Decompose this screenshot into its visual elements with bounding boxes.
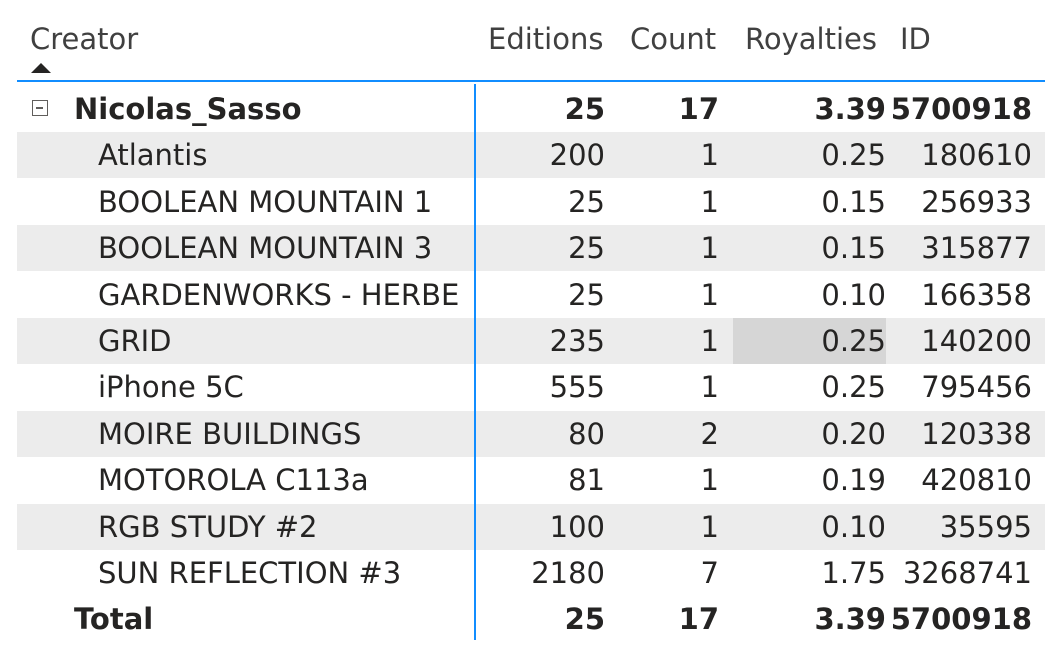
group-row[interactable]: Nicolas_Sasso 25 17 3.39 5700918 xyxy=(17,86,1045,132)
row-royalties: 0.19 xyxy=(821,463,886,497)
group-royalties: 3.39 xyxy=(814,92,886,126)
table-row[interactable]: BOOLEAN MOUNTAIN 1 25 1 0.15 256933 xyxy=(17,179,1045,225)
row-royalties: 0.25 xyxy=(821,138,886,172)
table-row[interactable]: BOOLEAN MOUNTAIN 3 25 1 0.15 315877 xyxy=(17,225,1045,271)
row-editions: 2180 xyxy=(531,556,605,590)
row-count: 1 xyxy=(700,510,719,544)
total-royalties: 3.39 xyxy=(814,602,886,636)
total-id: 5700918 xyxy=(890,602,1032,636)
row-id: 35595 xyxy=(939,510,1032,544)
group-name: Nicolas_Sasso xyxy=(74,92,302,126)
row-editions: 235 xyxy=(549,324,605,358)
row-id: 166358 xyxy=(921,278,1032,312)
row-royalties: 0.10 xyxy=(821,278,886,312)
table-row[interactable]: RGB STUDY #2 100 1 0.10 35595 xyxy=(17,504,1045,550)
row-id: 3268741 xyxy=(902,556,1032,590)
row-royalties[interactable]: 0.25 xyxy=(821,324,886,358)
table-row[interactable]: GRID 235 1 0.25 140200 xyxy=(17,318,1045,364)
row-count: 1 xyxy=(700,231,719,265)
table-row[interactable]: MOIRE BUILDINGS 80 2 0.20 120338 xyxy=(17,411,1045,457)
row-royalties: 0.25 xyxy=(821,370,886,404)
row-id: 256933 xyxy=(921,185,1032,219)
row-id: 795456 xyxy=(921,370,1032,404)
table-row[interactable]: MOTOROLA C113a 81 1 0.19 420810 xyxy=(17,457,1045,503)
sort-ascending-icon[interactable] xyxy=(31,63,51,73)
row-id: 140200 xyxy=(921,324,1032,358)
row-editions: 25 xyxy=(568,231,605,265)
total-label: Total xyxy=(74,602,154,636)
table-row[interactable]: Atlantis 200 1 0.25 180610 xyxy=(17,132,1045,178)
selected-cell-highlight xyxy=(733,318,886,364)
row-count: 1 xyxy=(700,324,719,358)
row-count: 1 xyxy=(700,185,719,219)
row-header-divider xyxy=(474,84,476,640)
row-name: RGB STUDY #2 xyxy=(98,510,318,544)
row-editions: 200 xyxy=(549,138,605,172)
row-editions: 555 xyxy=(549,370,605,404)
total-count: 17 xyxy=(678,602,719,636)
table-row[interactable]: SUN REFLECTION #3 2180 7 1.75 3268741 xyxy=(17,550,1045,596)
row-name: SUN REFLECTION #3 xyxy=(98,556,402,590)
total-row: Total 25 17 3.39 5700918 xyxy=(17,596,1045,642)
column-header-row: Creator Editions Count Royalties ID xyxy=(17,0,1045,82)
group-id: 5700918 xyxy=(890,92,1032,126)
row-count: 7 xyxy=(700,556,719,590)
row-count: 1 xyxy=(700,278,719,312)
column-header-id[interactable]: ID xyxy=(900,22,931,56)
row-editions: 25 xyxy=(568,185,605,219)
group-count: 17 xyxy=(678,92,719,126)
group-editions: 25 xyxy=(564,92,605,126)
column-header-editions[interactable]: Editions xyxy=(488,22,604,56)
row-name: iPhone 5C xyxy=(98,370,244,404)
row-count: 1 xyxy=(700,463,719,497)
table-row[interactable]: GARDENWORKS - HERBE 25 1 0.10 166358 xyxy=(17,272,1045,318)
column-header-creator[interactable]: Creator xyxy=(30,22,139,56)
row-editions: 81 xyxy=(568,463,605,497)
row-royalties: 0.20 xyxy=(821,417,886,451)
column-header-royalties[interactable]: Royalties xyxy=(745,22,877,56)
row-count: 1 xyxy=(700,370,719,404)
row-name: MOIRE BUILDINGS xyxy=(98,417,362,451)
row-editions: 25 xyxy=(568,278,605,312)
column-header-count[interactable]: Count xyxy=(630,22,717,56)
row-royalties: 1.75 xyxy=(821,556,886,590)
row-id: 315877 xyxy=(921,231,1032,265)
row-name: MOTOROLA C113a xyxy=(98,463,369,497)
row-count: 1 xyxy=(700,138,719,172)
row-count: 2 xyxy=(700,417,719,451)
row-name: BOOLEAN MOUNTAIN 3 xyxy=(98,231,433,265)
row-royalties: 0.15 xyxy=(821,231,886,265)
table-row[interactable]: iPhone 5C 555 1 0.25 795456 xyxy=(17,364,1045,410)
row-name: GARDENWORKS - HERBE xyxy=(98,278,460,312)
collapse-icon[interactable] xyxy=(32,100,48,116)
total-editions: 25 xyxy=(564,602,605,636)
row-editions: 100 xyxy=(549,510,605,544)
row-id: 420810 xyxy=(921,463,1032,497)
row-id: 120338 xyxy=(921,417,1032,451)
row-name: Atlantis xyxy=(98,138,208,172)
row-royalties: 0.10 xyxy=(821,510,886,544)
row-editions: 80 xyxy=(568,417,605,451)
row-id: 180610 xyxy=(921,138,1032,172)
row-name: GRID xyxy=(98,324,172,358)
row-royalties: 0.15 xyxy=(821,185,886,219)
row-name: BOOLEAN MOUNTAIN 1 xyxy=(98,185,433,219)
